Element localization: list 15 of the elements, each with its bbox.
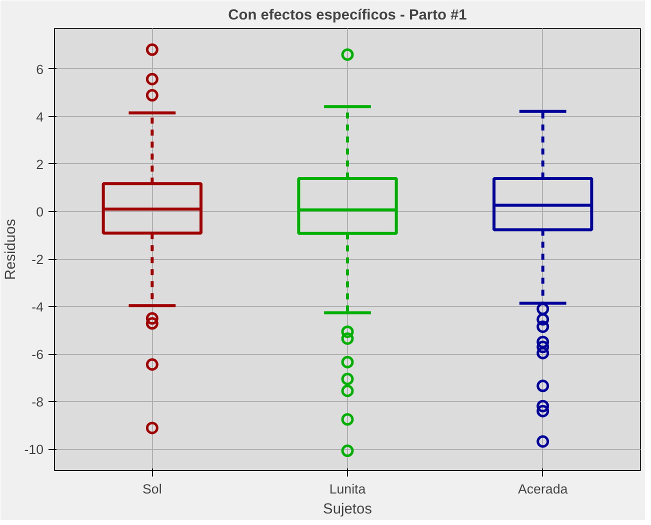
x-axis-title: Sujetos <box>323 502 372 518</box>
y-tick-label: 6 <box>36 62 44 77</box>
y-tick-label: 2 <box>36 156 44 172</box>
y-tick-label: -10 <box>24 442 44 458</box>
y-tick-label: -2 <box>32 252 44 268</box>
x-tick-label: Acerada <box>518 482 568 496</box>
y-tick-label: -6 <box>32 347 44 362</box>
y-tick-label: -8 <box>32 394 44 410</box>
y-axis-title: Residuos <box>3 218 20 280</box>
y-tick-label: 0 <box>36 204 44 220</box>
y-tick-label: 4 <box>36 109 44 124</box>
chart-title: Con efectos específicos - Parto #1 <box>228 8 467 24</box>
x-tick-label: Sol <box>142 482 162 496</box>
y-tick-label: -4 <box>32 300 44 315</box>
x-tick-label: Lunita <box>329 482 366 496</box>
